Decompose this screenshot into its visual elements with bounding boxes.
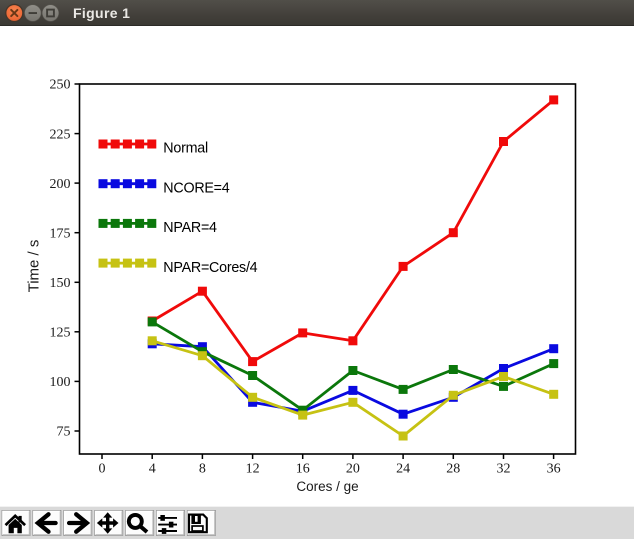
svg-text:Cores / ge: Cores / ge <box>296 479 358 494</box>
svg-text:NCORE=4: NCORE=4 <box>163 180 229 196</box>
svg-text:32: 32 <box>497 462 511 477</box>
svg-text:125: 125 <box>50 326 71 341</box>
svg-text:28: 28 <box>446 462 460 477</box>
svg-text:100: 100 <box>50 375 71 390</box>
svg-text:Figure 1: Figure 1 <box>73 5 130 21</box>
svg-text:16: 16 <box>296 462 310 477</box>
svg-text:0: 0 <box>99 462 106 477</box>
svg-text:12: 12 <box>246 462 260 477</box>
svg-text:4: 4 <box>149 462 156 477</box>
svg-text:Normal: Normal <box>163 141 208 157</box>
svg-text:24: 24 <box>396 462 410 477</box>
svg-text:20: 20 <box>346 462 360 477</box>
svg-text:8: 8 <box>199 462 206 477</box>
svg-text:NPAR=Cores/4: NPAR=Cores/4 <box>163 260 257 276</box>
svg-text:Time / s: Time / s <box>26 240 43 293</box>
svg-text:75: 75 <box>57 425 71 440</box>
svg-text:150: 150 <box>50 276 71 291</box>
svg-text:225: 225 <box>50 127 71 142</box>
svg-text:250: 250 <box>50 78 71 93</box>
svg-text:36: 36 <box>547 462 561 477</box>
svg-text:NPAR=4: NPAR=4 <box>163 220 217 236</box>
svg-text:175: 175 <box>50 226 71 241</box>
svg-text:200: 200 <box>50 177 71 192</box>
